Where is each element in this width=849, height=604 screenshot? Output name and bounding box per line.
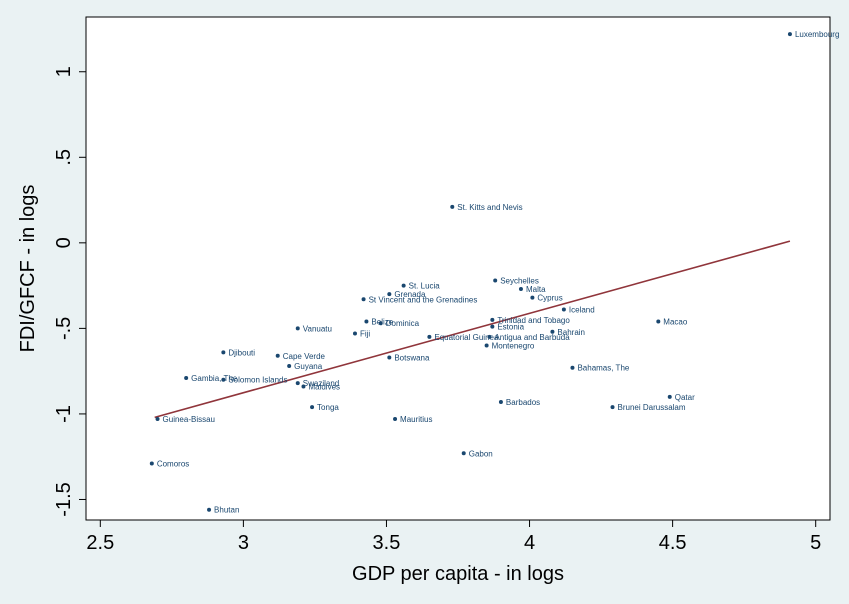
point-label: Vanuatu: [303, 324, 332, 333]
scatter-point: [427, 334, 432, 339]
y-tick-label: 1: [53, 66, 75, 77]
point-label: St. Kitts and Nevis: [457, 203, 522, 212]
scatter-point: [378, 321, 383, 326]
point-label: Bahrain: [557, 328, 585, 337]
scatter-point: [550, 329, 555, 334]
point-label: Estonia: [497, 323, 524, 332]
y-tick-label: -.5: [53, 317, 75, 340]
scatter-point: [310, 405, 315, 410]
x-tick-label: 2.5: [86, 532, 114, 554]
x-tick-label: 5: [810, 532, 821, 554]
x-tick-label: 3: [238, 532, 249, 554]
point-label: Equatorial Guinea: [434, 333, 499, 342]
fit-line: [154, 240, 791, 419]
fit-line-layer: [154, 240, 791, 419]
point-label: Comoros: [157, 460, 189, 469]
point-label: Seychelles: [500, 276, 539, 285]
y-tick-label: .5: [53, 149, 75, 166]
scatter-point: [498, 399, 503, 404]
point-label: Mauritius: [400, 415, 432, 424]
scatter-point: [461, 451, 466, 456]
scatter-point: [155, 417, 160, 422]
scatter-point: [610, 405, 615, 410]
scatter-point: [787, 32, 792, 37]
y-tick-label: -1: [53, 405, 75, 423]
scatter-point: [387, 355, 392, 360]
point-label: Grenada: [394, 290, 426, 299]
point-label: St. Lucia: [409, 282, 441, 291]
point-label: Macao: [663, 318, 688, 327]
point-label: Tonga: [317, 403, 339, 412]
scatter-point: [656, 319, 661, 324]
point-label: Solomon Islands: [228, 376, 287, 385]
point-label: Swaziland: [303, 379, 339, 388]
scatter-point: [493, 278, 498, 283]
point-label: Guyana: [294, 362, 323, 371]
point-label: Barbados: [506, 398, 540, 407]
axes-layer: 2.5 3 3.5 4 4.5 5 -1.5 -1 -.5 0 .5 1: [53, 66, 821, 554]
scatter-point: [401, 283, 406, 288]
point-label: Cape Verde: [283, 352, 326, 361]
scatter-point: [667, 394, 672, 399]
point-label: St Vincent and the Grenadines: [369, 295, 478, 304]
scatter-point: [287, 364, 292, 369]
y-tick-label: -1.5: [53, 482, 75, 516]
point-label: Trinidad and Tobago: [497, 316, 570, 325]
scatter-point: [352, 331, 357, 336]
scatter-point: [484, 343, 489, 348]
scatter-point: [149, 461, 154, 466]
scatter-point: [364, 319, 369, 324]
point-label: Antigua and Barbuda: [494, 333, 570, 342]
scatter-point: [518, 287, 523, 292]
scatter-point: [207, 507, 212, 512]
point-label: Dominica: [386, 319, 420, 328]
y-axis-title: FDI/GFCF - in logs: [17, 185, 39, 353]
scatter-point: [221, 377, 226, 382]
point-label: Botswana: [394, 353, 430, 362]
scatter-point: [275, 353, 280, 358]
x-axis-title: GDP per capita - in logs: [352, 563, 564, 585]
scatter-point: [361, 297, 366, 302]
x-tick-label: 4: [524, 532, 535, 554]
point-label: Gambia, The: [191, 374, 238, 383]
scatter-point: [561, 307, 566, 312]
scatter-point: [487, 334, 492, 339]
scatter-point: [393, 417, 398, 422]
point-label: Belize: [371, 318, 393, 327]
point-label: Gabon: [469, 449, 493, 458]
point-label: Iceland: [569, 306, 595, 315]
scatter-point: [490, 324, 495, 329]
point-label: Guinea-Bissau: [163, 415, 215, 424]
point-label: Bahamas, The: [577, 364, 629, 373]
scatter-point: [387, 292, 392, 297]
y-tick-label: 0: [53, 237, 75, 248]
points-layer: Luxembourg St. Kitts and Nevis Seychelles S…: [149, 30, 839, 515]
point-label: Cyprus: [537, 294, 562, 303]
point-label: Luxembourg: [795, 30, 839, 39]
scatter-point: [295, 326, 300, 331]
point-label: Bhutan: [214, 506, 239, 515]
scatter-point: [570, 365, 575, 370]
scatter-point: [301, 384, 306, 389]
point-label: Qatar: [675, 393, 695, 402]
x-tick-label: 4.5: [659, 532, 687, 554]
scatter-point: [295, 381, 300, 386]
scatter-point: [184, 375, 189, 380]
scatter-point: [530, 295, 535, 300]
point-label: Maldives: [308, 383, 340, 392]
x-tick-label: 3.5: [373, 532, 401, 554]
point-label: Fiji: [360, 330, 370, 339]
scatter-point: [490, 317, 495, 322]
point-label: Malta: [526, 285, 546, 294]
plot-area: [85, 16, 831, 521]
scatter-point: [221, 350, 226, 355]
point-label: Montenegro: [492, 341, 535, 350]
point-label: Djibouti: [228, 348, 255, 357]
point-label: Brunei Darussalam: [618, 403, 686, 412]
scatter-point: [450, 204, 455, 209]
